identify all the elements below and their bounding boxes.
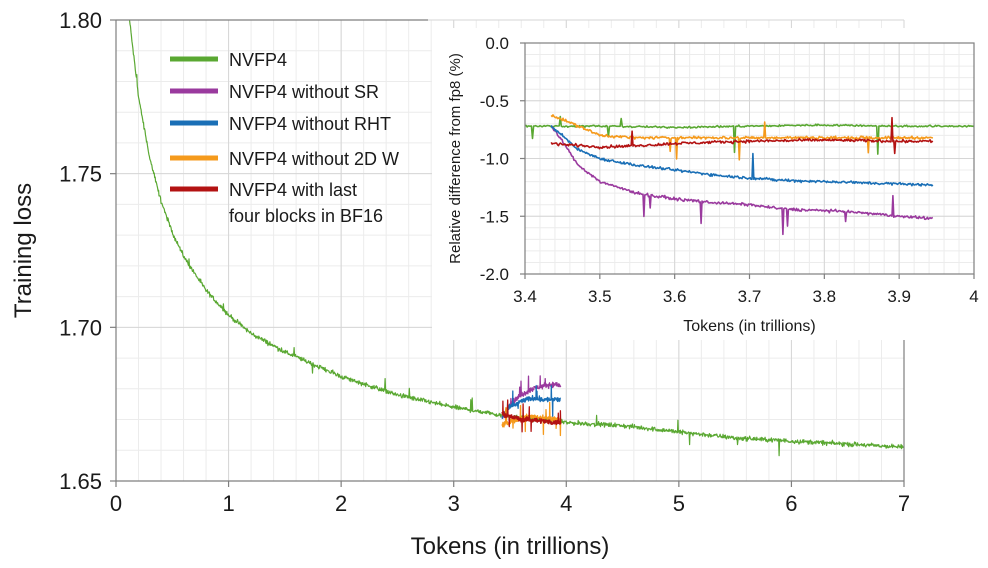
main-x-tick-label: 0 bbox=[110, 491, 122, 516]
inset-y-tick-label: -0.5 bbox=[480, 92, 509, 111]
main-y-tick-label: 1.75 bbox=[59, 162, 102, 187]
main-y-tick-label: 1.70 bbox=[59, 315, 102, 340]
main-series-line-nvfp4-without-sr bbox=[501, 375, 562, 419]
legend-label: NVFP4 without 2D W bbox=[229, 149, 399, 169]
inset-series-line-nvfp4-without-rht bbox=[550, 125, 934, 187]
legend-item-2: NVFP4 without SR bbox=[170, 82, 379, 102]
legend-item-5: NVFP4 with last four blocks in BF16 bbox=[170, 180, 383, 226]
main-x-tick-label: 3 bbox=[448, 491, 460, 516]
legend-item-3: NVFP4 without RHT bbox=[170, 114, 391, 134]
main-y-tick-label: 1.80 bbox=[59, 8, 102, 33]
legend-label: NVFP4 without SR bbox=[229, 82, 379, 102]
main-x-axis-label: Tokens (in trillions) bbox=[411, 533, 610, 560]
inset-y-tick-label: -1.5 bbox=[480, 207, 509, 226]
main-x-tick-label: 2 bbox=[335, 491, 347, 516]
inset-series-line-nvfp4-without-sr bbox=[551, 125, 934, 236]
main-series-line-nvfp4-without-2d-w bbox=[501, 401, 562, 437]
inset-x-tick-label: 4 bbox=[969, 287, 978, 306]
inset-y-axis-label: Relative difference from fp8 (%) bbox=[447, 53, 464, 264]
inset-y-tick-label: 0.0 bbox=[485, 34, 509, 53]
main-y-tick-label: 1.65 bbox=[59, 469, 102, 494]
inset-series-line-nvfp4-with-last-four-blocks-in-bf16 bbox=[550, 116, 934, 155]
legend-label: NVFP4 with last bbox=[229, 180, 357, 200]
inset-x-tick-label: 3.6 bbox=[663, 287, 687, 306]
legend-label: NVFP4 without RHT bbox=[229, 114, 391, 134]
main-x-tick-label: 1 bbox=[222, 491, 234, 516]
inset-x-tick-label: 3.5 bbox=[588, 287, 612, 306]
main-y-axis-label: Training loss bbox=[10, 183, 37, 318]
inset-x-tick-label: 3.8 bbox=[813, 287, 837, 306]
main-x-tick-label: 7 bbox=[898, 491, 910, 516]
inset-y-tick-label: -1.0 bbox=[480, 150, 509, 169]
inset-x-tick-label: 3.7 bbox=[738, 287, 762, 306]
legend-label: four blocks in BF16 bbox=[229, 206, 383, 226]
inset-series-line-nvfp4-without-2d-w bbox=[550, 114, 934, 161]
inset-x-tick-label: 3.4 bbox=[513, 287, 537, 306]
main-series-line-nvfp4 bbox=[128, 19, 905, 457]
main-series-line-nvfp4-without-rht bbox=[501, 384, 562, 420]
main-x-tick-label: 5 bbox=[673, 491, 685, 516]
legend-item-4: NVFP4 without 2D W bbox=[170, 149, 399, 169]
inset-series-line-nvfp4 bbox=[525, 115, 974, 155]
main-x-tick-label: 6 bbox=[785, 491, 797, 516]
main-x-tick-label: 4 bbox=[560, 491, 572, 516]
inset-x-axis-label: Tokens (in trillions) bbox=[683, 318, 815, 335]
inset-x-tick-label: 3.9 bbox=[887, 287, 911, 306]
main-series-line-nvfp4-with-last-four-blocks-in-bf16 bbox=[501, 399, 562, 433]
legend-label: NVFP4 bbox=[229, 50, 287, 70]
legend-item-1: NVFP4 bbox=[170, 50, 287, 70]
inset-y-tick-label: -2.0 bbox=[480, 265, 509, 284]
